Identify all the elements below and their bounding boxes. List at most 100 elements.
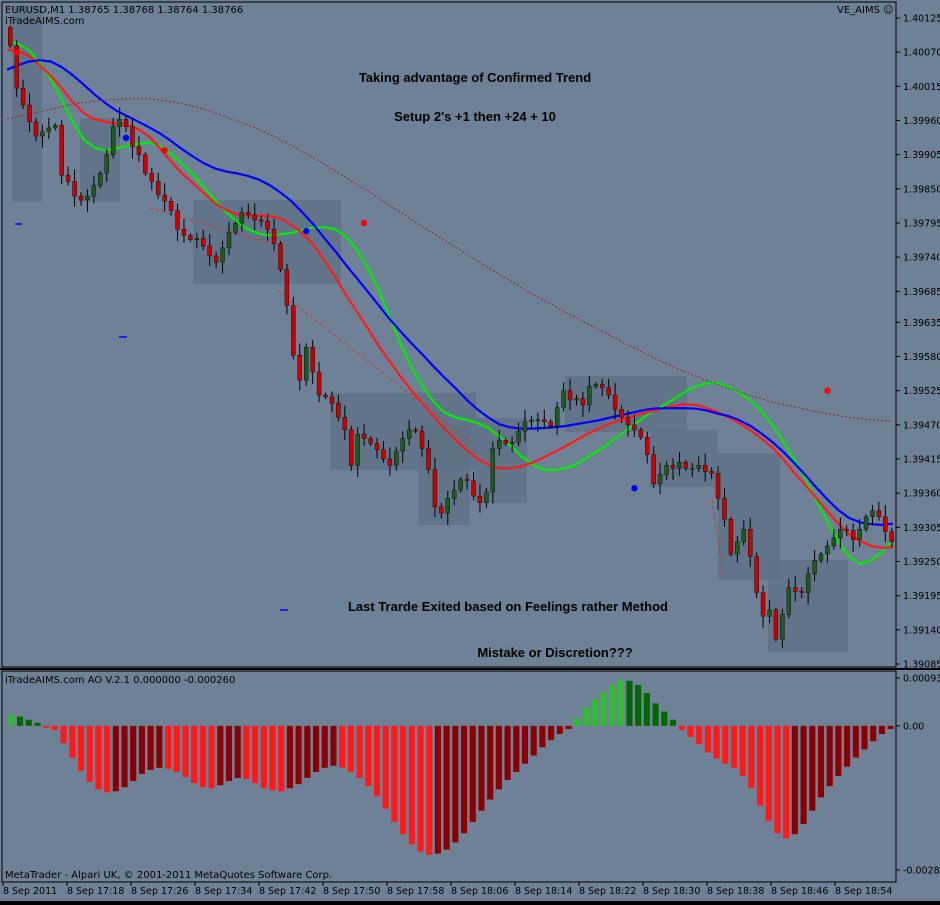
ao-title: iTradeAIMS.com AO V.2.1 0.000000 -0.0002… [5,675,235,686]
candle-body [349,429,354,466]
ao-bar [452,725,459,843]
moving-average-lines [6,39,894,566]
ao-bar [487,725,494,800]
price-axis: 1.40125 1.40070 1.40015 1.39960 1.39905 1.398… [896,14,940,671]
ao-bar [278,725,285,792]
ao-bar [252,725,259,784]
ao-bar [609,684,616,726]
ao-bar [191,725,198,784]
price-tick-label: 1.39635 [903,318,940,329]
candle-body [889,531,894,542]
candle-body [123,119,129,127]
candle-body [297,355,302,381]
candle-body [368,438,373,444]
candle-body [554,407,560,427]
ao-bar [600,692,607,726]
price-tick-label: 1.39960 [903,116,940,127]
candle-body [484,491,489,503]
price-tick-label: 1.39685 [903,287,940,298]
ao-bar [286,725,293,789]
candle-body [136,146,142,155]
ao-bar [373,725,381,797]
candle-body [419,430,425,449]
ao-bar [400,725,407,835]
candle-body [239,212,245,224]
candle-body [85,196,90,201]
candle-body [258,219,264,222]
price-tick-label: 1.39360 [903,489,940,500]
ao-bar [669,719,677,726]
candle-body [387,458,393,466]
ao-bar [225,725,233,782]
ma-line-ma-fast [6,39,894,566]
ao-bar [870,725,877,742]
annotation-line-1: Taking advantage of Confirmed Trend [359,70,591,85]
candle-body [477,496,483,503]
candle-body [464,479,470,481]
ao-bar [887,725,894,729]
site-label: iTradeAIMS.com [5,16,84,27]
candle-body [863,516,869,530]
ao-bar [43,725,50,728]
session-box [418,425,470,525]
ao-bar [617,679,624,726]
price-tick-label: 1.40015 [903,82,940,93]
candle-body [168,201,174,211]
candle-body [291,305,296,356]
ao-bar [104,725,111,793]
price-tick-label: 1.39850 [903,184,940,195]
candle-body [612,394,618,410]
candle-body [786,587,792,615]
ao-tick-label: 0.000936 [903,674,940,685]
price-tick-label: 1.39905 [903,150,940,161]
candle-body [748,529,753,557]
candle-body [600,384,605,388]
candle-body [535,419,541,422]
candle-body [233,222,238,233]
ao-bar [817,725,825,798]
ao-bar [356,725,363,778]
ao-bar [730,725,737,768]
candle-body [265,220,270,230]
candle-body [690,468,695,470]
price-tick-label: 1.39795 [903,218,940,229]
candle-body [8,27,13,47]
candle-body [529,419,534,422]
candle-body [799,591,804,593]
ao-bar [661,711,668,726]
price-tick-label: 1.39470 [903,420,940,431]
signal-dot-red [824,387,831,394]
ao-bar [112,725,119,792]
ao-bar [77,725,85,771]
ao-bar [878,725,885,735]
ao-bar [295,725,302,785]
ao-bar [826,725,833,787]
candle-body [760,592,766,617]
ao-bar [434,725,441,854]
time-tick-label: 8 Sep 17:34 [195,886,252,897]
ao-bar [156,725,163,768]
ao-histogram [8,679,894,855]
ao-bar [530,725,537,756]
price-tick-label: 1.39250 [903,557,940,568]
candle-body [728,519,734,555]
time-axis: 8 Sep 2011 8 Sep 17:18 8 Sep 17:26 8 Sep 17… [2,882,892,897]
candle-body [316,371,322,396]
candle-body [548,421,553,427]
ao-bar [844,725,851,767]
candle-body [65,174,71,182]
ao-bar [461,725,468,834]
candle-body [59,125,64,176]
candles [8,24,894,648]
time-tick-label: 8 Sep 17:26 [131,886,188,897]
signal-dot-blue [303,227,310,235]
candle-body [831,537,837,547]
ao-bar [513,725,520,772]
annotation-line-4: Mistake or Discretion??? [477,645,632,660]
price-tick-label: 1.39580 [903,352,940,363]
candle-body [593,384,598,387]
candle-body [632,424,637,431]
main-pane-frame [1,1,897,668]
